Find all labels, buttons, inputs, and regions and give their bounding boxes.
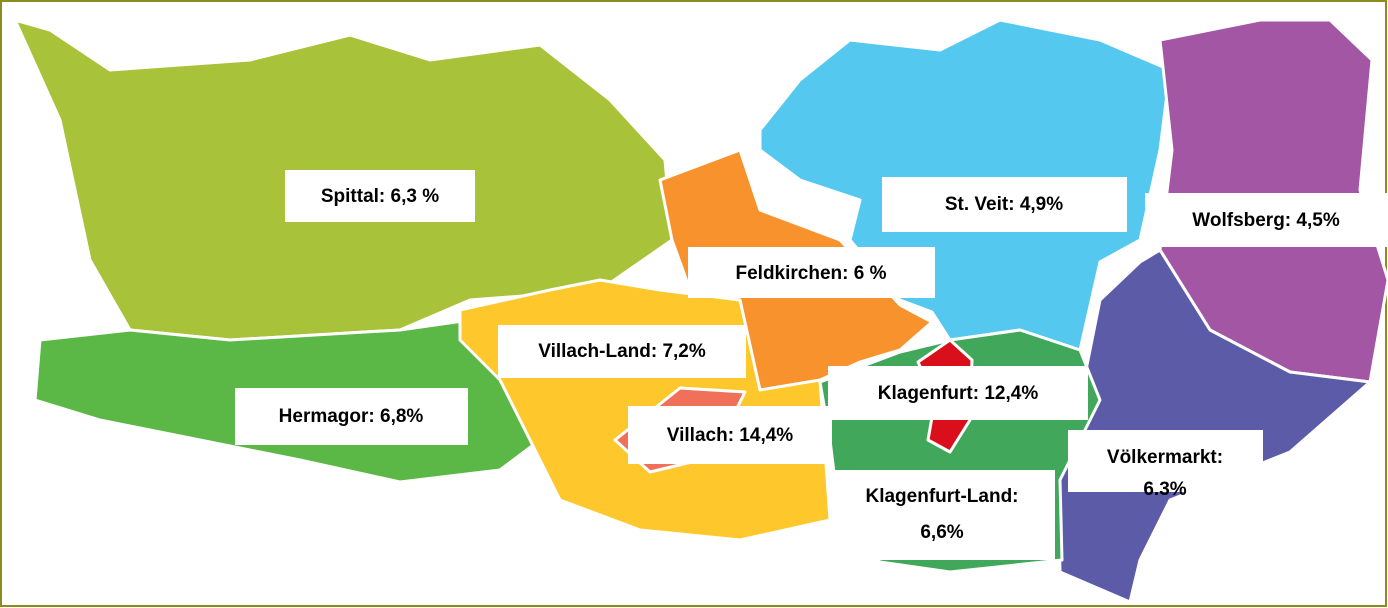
district-label: 6,6% — [920, 522, 963, 543]
label-box — [628, 406, 832, 464]
label-box — [882, 177, 1127, 232]
district-label: Villach: 14,4% — [667, 425, 793, 446]
label-box — [1145, 193, 1388, 247]
label-box — [830, 470, 1055, 560]
label-box — [828, 366, 1088, 420]
district-label: Wolfsberg: 4,5% — [1192, 210, 1340, 231]
labels: Spittal: 6,3 % St. Veit: 4,9% Wolfsberg:… — [235, 170, 1388, 560]
label-box — [285, 170, 475, 222]
district-label: St. Veit: 4,9% — [945, 194, 1063, 215]
label-box — [235, 388, 468, 445]
label-box — [1068, 430, 1263, 492]
district-label: 6.3% — [1143, 479, 1186, 500]
label-box — [688, 247, 935, 298]
district-label: Klagenfurt: 12,4% — [878, 383, 1039, 404]
district-label: Villach-Land: 7,2% — [538, 341, 706, 362]
label-box — [498, 325, 746, 378]
district-label: Feldkirchen: 6 % — [736, 263, 887, 284]
district-label: Völkermarkt: — [1107, 447, 1223, 468]
district-label: Klagenfurt-Land: — [865, 486, 1018, 507]
district-label: Spittal: 6,3 % — [321, 186, 439, 207]
district-label: Hermagor: 6,8% — [279, 406, 424, 427]
voelkermarkt-area — [1056, 248, 1372, 604]
